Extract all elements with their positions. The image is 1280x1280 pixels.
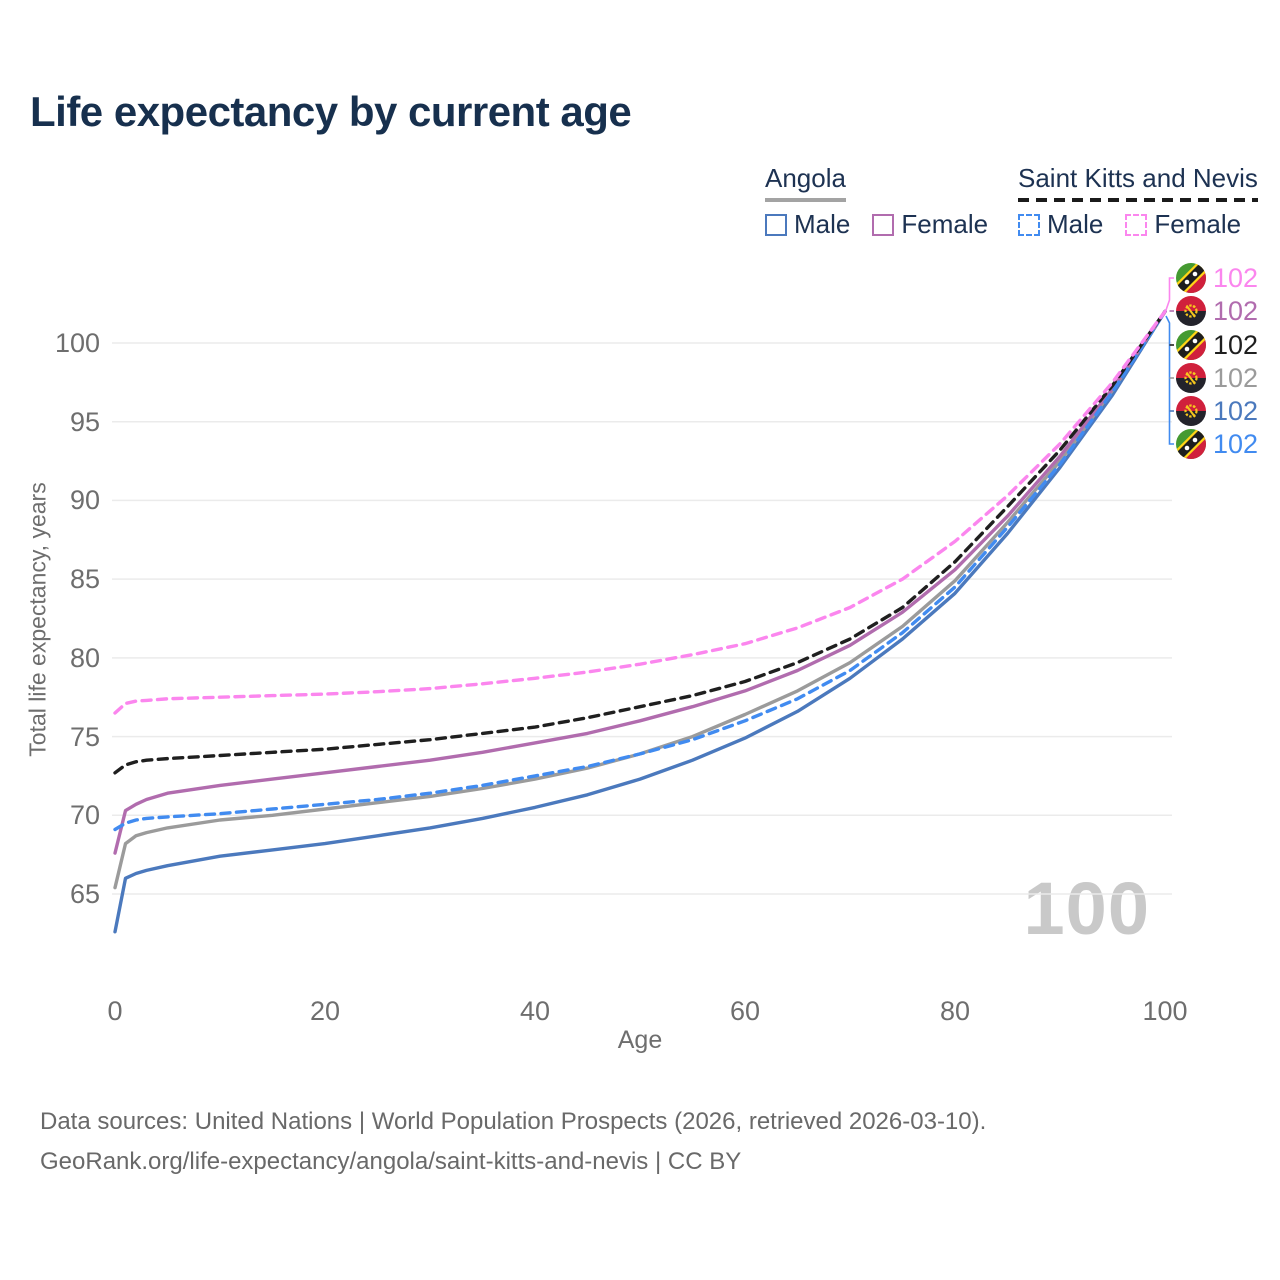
legend-angola-header: Angola [765, 163, 846, 202]
x-tick-label: 100 [1142, 996, 1188, 1026]
legend-angola-title: Angola [765, 163, 846, 193]
end-label-skn_total: 102 [1176, 330, 1258, 360]
y-tick-label: 65 [69, 879, 100, 909]
angola-flag-icon [1176, 363, 1206, 393]
x-tick-label: 60 [729, 996, 761, 1026]
data-sources-note: Data sources: United Nations | World Pop… [40, 1108, 987, 1135]
leader-line [1164, 277, 1174, 314]
series-line-skn_male[interactable] [113, 309, 1167, 832]
x-axis-title: Age [617, 1026, 663, 1054]
attribution-note: GeoRank.org/life-expectancy/angola/saint… [40, 1148, 742, 1175]
legend-group-saint-kitts-and-nevis: Saint Kitts and Nevis Male Female [1018, 163, 1258, 240]
y-tick-label: 85 [69, 564, 100, 595]
x-tick-label: 80 [939, 996, 971, 1026]
legend-group-angola: Angola Male Female [765, 163, 988, 240]
series-line-angola_female[interactable] [113, 309, 1167, 855]
legend-skn-title: Saint Kitts and Nevis [1018, 163, 1258, 193]
saint-kitts-and-nevis-flag-icon [1176, 330, 1206, 360]
y-tick-label: 100 [54, 327, 100, 358]
angola-flag-icon [1176, 396, 1206, 426]
end-label-leader-lines [1164, 277, 1174, 445]
x-tick-label: 0 [107, 996, 123, 1026]
end-value: 102 [1213, 396, 1259, 426]
series-line-skn_female[interactable] [113, 309, 1167, 715]
x-tick-label: 20 [309, 996, 341, 1026]
saint-kitts-and-nevis-flag-icon [1176, 429, 1206, 459]
legend-skn-items: Male Female [1018, 209, 1258, 240]
skn-female-swatch-icon [1125, 213, 1148, 236]
end-value: 102 [1213, 363, 1259, 393]
end-value: 102 [1213, 330, 1259, 360]
legend-item-label: Female [1154, 209, 1242, 239]
legend-item-angola-female[interactable]: Female [872, 209, 988, 240]
end-value: 102 [1213, 296, 1259, 326]
page-title: Life expectancy by current age [30, 88, 632, 135]
skn-dashed-underline [1018, 198, 1258, 202]
saint-kitts-and-nevis-flag-icon [1176, 263, 1206, 293]
series-line-angola_male[interactable] [113, 309, 1167, 934]
y-tick-label: 75 [69, 721, 100, 752]
end-label-skn_female: 102 [1176, 263, 1258, 293]
x-tick-label: 40 [519, 996, 551, 1026]
series-line-skn_total[interactable] [113, 309, 1167, 775]
y-tick-label: 70 [69, 800, 100, 831]
legend-item-label: Female [901, 209, 989, 239]
series-line-angola_total[interactable] [113, 309, 1167, 890]
legend-item-label: Male [1047, 209, 1104, 239]
skn-male-swatch-icon [1018, 213, 1040, 236]
age-watermark: 100 [1023, 867, 1150, 950]
end-value: 102 [1213, 263, 1259, 293]
y-tick-label: 95 [69, 406, 100, 437]
end-label-angola_female: 102 [1176, 296, 1258, 326]
legend-item-angola-male[interactable]: Male [765, 209, 850, 240]
end-label-angola_male: 102 [1176, 396, 1258, 426]
angola-flag-icon [1176, 296, 1206, 326]
y-tick-label: 80 [69, 642, 100, 673]
legend-item-skn-male[interactable]: Male [1018, 209, 1103, 240]
leader-line [1165, 315, 1174, 445]
y-axis-title: Total life expectancy, years [24, 482, 51, 757]
legend-skn-header: Saint Kitts and Nevis [1018, 163, 1258, 202]
angola-male-swatch-icon [765, 213, 787, 236]
gridlines [112, 342, 1172, 895]
angola-female-swatch-icon [872, 213, 895, 236]
series-lines [113, 309, 1167, 934]
legend-item-skn-female[interactable]: Female [1125, 209, 1241, 240]
end-value: 102 [1213, 429, 1259, 459]
legend-item-label: Male [794, 209, 851, 239]
end-label-angola_total: 102 [1176, 363, 1258, 393]
end-label-skn_male: 102 [1176, 429, 1258, 459]
y-tick-label: 90 [69, 485, 100, 516]
legend-angola-items: Male Female [765, 209, 988, 240]
angola-solid-underline [765, 198, 846, 202]
